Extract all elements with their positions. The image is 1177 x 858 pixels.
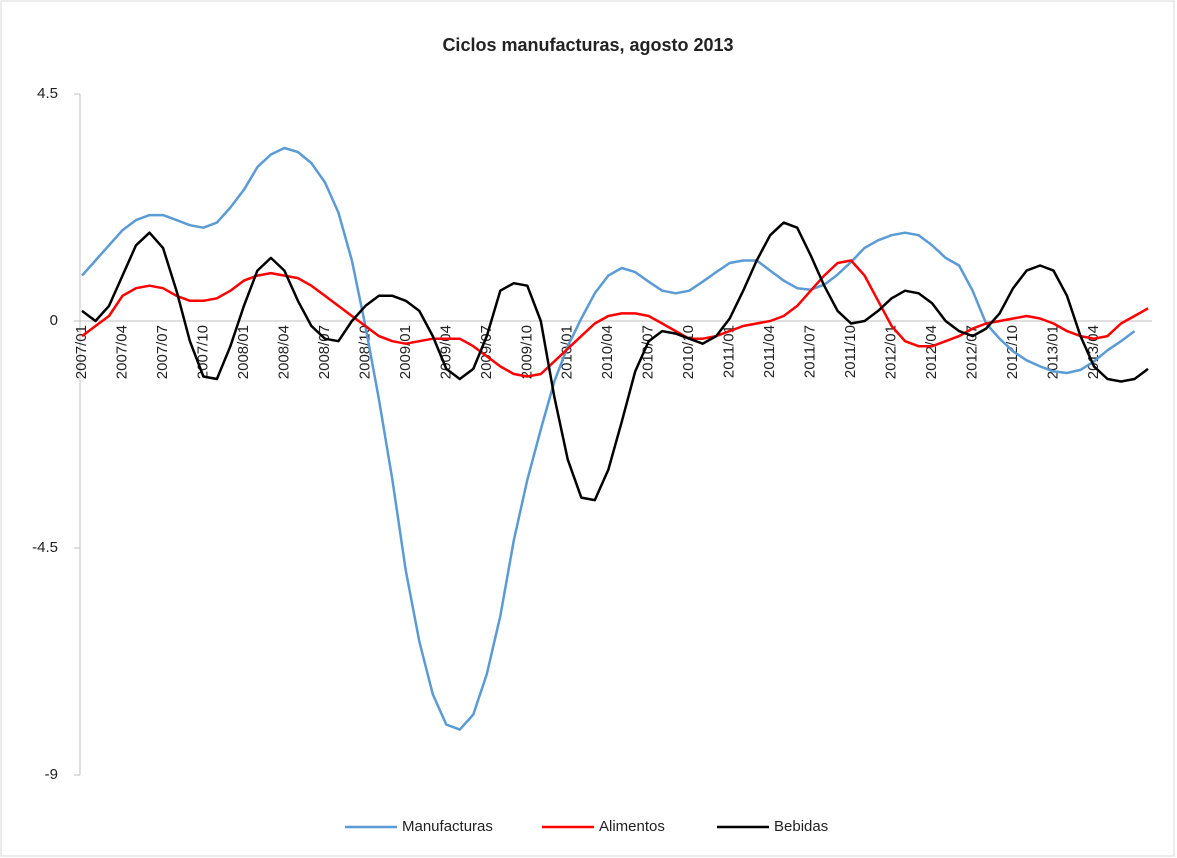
x-tick-label: 2013/01: [1045, 325, 1062, 379]
x-tick-label: 2007/01: [73, 325, 90, 379]
y-tick-label: -4.5: [32, 539, 58, 556]
series-line: [81, 221, 1149, 502]
x-tick-label: 2007/10: [194, 325, 211, 379]
x-tick-label: 2008/10: [356, 325, 373, 379]
x-tick-label: 2012/07: [964, 325, 981, 379]
chart-title: Ciclos manufacturas, agosto 2013: [442, 35, 733, 55]
x-tick-label: 2010/07: [640, 325, 657, 379]
y-tick-label: 4.5: [37, 85, 58, 102]
x-tick-label: 2011/07: [802, 325, 819, 378]
x-tick-label: 2008/01: [235, 325, 252, 379]
x-tick-label: 2007/07: [154, 325, 171, 379]
legend-label: Manufacturas: [402, 818, 493, 835]
x-tick-label: 2010/04: [599, 325, 616, 379]
x-tick-label: 2011/01: [721, 325, 738, 378]
x-tick-label: 2012/04: [923, 325, 940, 379]
x-tick-label: 2009/07: [478, 325, 495, 379]
x-tick-label: 2011/04: [761, 325, 778, 378]
x-tick-label: 2009/10: [518, 325, 535, 379]
series-line: [81, 259, 1149, 378]
legend-label: Alimentos: [599, 818, 665, 835]
x-tick-label: 2010/10: [680, 325, 697, 379]
series-line: [81, 146, 1136, 731]
y-tick-label: -9: [45, 766, 58, 783]
x-tick-label: 2007/04: [113, 325, 130, 379]
y-tick-label: 0: [50, 312, 58, 329]
x-tick-label: 2012/01: [883, 325, 900, 379]
x-tick-label: 2011/10: [842, 325, 859, 378]
x-tick-label: 2009/01: [397, 325, 414, 379]
x-tick-label: 2008/04: [275, 325, 292, 379]
legend-label: Bebidas: [774, 818, 828, 835]
